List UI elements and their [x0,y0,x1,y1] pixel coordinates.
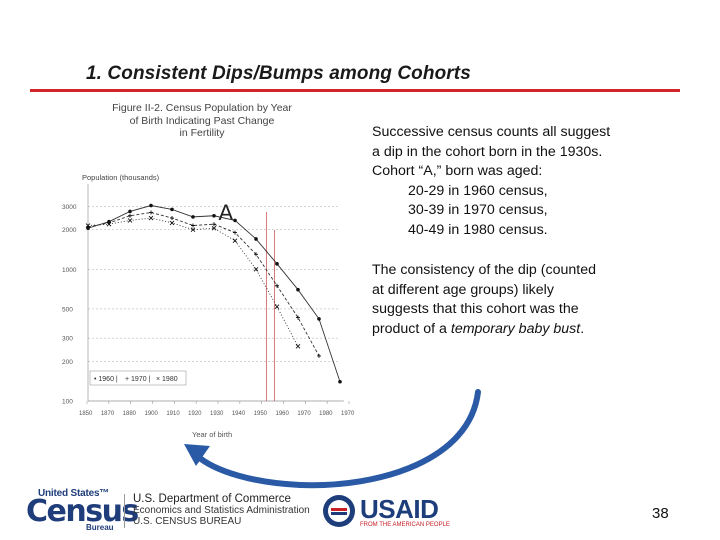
explanation-line: a dip in the cohort born in the 1930s. [372,143,603,160]
explanation-line: Successive census counts all suggest [372,124,611,140]
data-point-1960 [254,237,258,241]
usaid-wordmark: USAID [360,494,439,524]
data-point-1970 [191,223,195,228]
x-tick-label: 1920 [188,411,202,417]
explanation-paragraph-1: Successive census counts all suggest a d… [372,123,692,240]
data-point-1960 [233,218,237,223]
x-tick-label: 1930 [210,411,224,417]
data-point-1960 [128,209,132,214]
x-tick-label: 1900 [145,411,159,417]
explanation-line: The consistency of the dip (counted [372,262,596,278]
y-axis-label: Population (thousands) [82,173,160,182]
chart-figure: Figure II-2. Census Population by Year o… [50,98,355,448]
age-line-1980: 40-49 in 1980 census. [408,221,548,238]
data-point-1960 [338,379,342,384]
explanation-text: Successive census counts all suggest a d… [372,123,692,339]
x-tick-label: 1970 [297,411,311,417]
explanation-period: . [580,320,585,337]
age-line-1960: 20-29 in 1960 census, [408,182,548,199]
explanation-line: at different age groups) likely [372,281,554,298]
x-tick-label: 1940 [232,411,246,417]
data-point-1980 [85,223,91,228]
data-point-1970 [212,222,216,227]
data-point-1960 [296,287,300,292]
data-point-1980 [253,266,259,272]
y-tick-label: 100 [62,399,73,406]
x-tick-label: 1850 [79,411,93,417]
data-point-1980 [169,220,175,226]
data-point-1960 [275,262,279,266]
series-line-1970 [87,212,320,357]
chart-title-line3: in Fertility [179,127,225,139]
census-logo-bureau: Bureau [86,523,114,532]
data-point-1980 [190,227,196,232]
data-point-1960 [212,213,216,218]
y-tick-label: 2000 [62,227,77,234]
legend-entry-1960: • 1960 | [94,376,118,383]
chart-svg: Population (thousands) 100 200 300 500 1000 20… [62,173,355,439]
data-point-1980 [106,221,112,227]
x-axis-label: Year of birth [192,430,232,439]
legend-box [89,370,187,386]
data-point-1970 [317,353,321,358]
data-point-1970 [128,213,132,218]
doc-line-1: U.S. Department of Commerce [133,493,291,505]
slide-title: 1. Consistent Dips/Bumps among Cohorts [86,63,471,84]
x-tick-label: 1870 [101,411,115,417]
x-tick-label: 1910 [166,411,180,417]
x-tick-label: 1980 [319,411,333,417]
legend-entry-1970: + 1970 | [125,376,151,383]
page-number: 38 [652,505,669,522]
x-tick-label: 1880 [123,411,137,417]
data-point-1980 [127,218,133,223]
y-tick-label: 300 [62,336,73,343]
y-tick-label: 3000 [62,204,77,211]
data-point-1960 [317,317,321,321]
legend-entry-1980: × 1980 [156,376,178,383]
data-point-1970 [296,315,300,320]
x-tick-label: 1970 [341,411,355,417]
commerce-department-text: U.S. Department of Commerce Economics an… [133,493,310,527]
data-point-1980 [232,238,238,243]
usaid-tagline: FROM THE AMERICAN PEOPLE [360,522,450,528]
x-tick-label: 1950 [254,411,268,417]
data-point-1970 [149,210,153,215]
cohort-a-annotation: A [219,200,234,225]
data-point-1970 [233,230,237,235]
x-tick-label: 1960 [276,411,290,417]
chart-title-line1: Figure II-2. Census Population by Year [112,102,292,114]
chart-title-line2: of Birth Indicating Past Change [129,114,275,127]
data-point-1980 [211,225,217,231]
age-line-1970: 30-39 in 1970 census, [408,202,548,218]
chart-title: Figure II-2. Census Population by Year o… [112,102,292,140]
title-rule [30,89,680,92]
data-point-1970 [254,252,258,257]
explanation-line: suggests that this cohort was the [372,301,579,317]
usaid-seal-icon [323,495,355,527]
census-logo-word: Census [26,494,139,529]
data-point-1980 [295,344,301,349]
explanation-line: Cohort “A,” born was aged: [372,163,543,179]
data-point-1970 [170,216,174,221]
doc-line-2: Economics and Statistics Administration [133,505,310,516]
emphasis-baby-bust: temporary baby bust [450,320,581,337]
census-bureau-logo: United States™ Census Bureau [24,488,139,532]
data-point-1970 [275,283,279,288]
data-point-1980 [148,215,154,221]
doc-line-3: U.S. CENSUS BUREAU [133,516,242,527]
y-tick-label: 1000 [62,267,77,274]
explanation-paragraph-2: The consistency of the dip (counted at d… [372,261,692,339]
series-line-1960 [87,205,341,382]
y-tick-label: 500 [62,306,73,313]
data-point-1960 [149,203,153,208]
explanation-line: product of a [372,320,451,337]
data-point-1960 [191,215,195,219]
usaid-logo: USAID FROM THE AMERICAN PEOPLE [322,492,450,532]
census-logo-top: United States™ [38,488,110,499]
y-tick-label: 200 [62,359,73,366]
footer-divider [124,494,125,528]
data-point-1960 [170,207,174,212]
data-point-1980 [274,304,280,310]
